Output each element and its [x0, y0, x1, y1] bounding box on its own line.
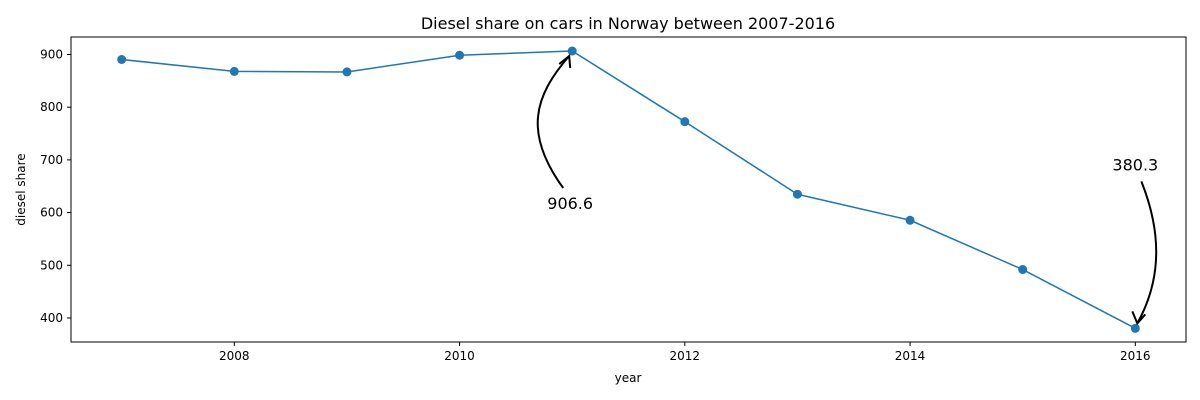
data-point-2015 [1018, 265, 1028, 275]
data-point-2007 [117, 55, 127, 65]
x-axis-label: year [615, 371, 642, 385]
x-tick-label: 2012 [670, 349, 701, 363]
y-tick-label: 400 [40, 311, 63, 325]
annotation-label: 380.3 [1112, 155, 1158, 174]
x-tick-label: 2016 [1120, 349, 1151, 363]
chart-title: Diesel share on cars in Norway between 2… [421, 14, 835, 33]
annotation-arrow-head [558, 54, 572, 69]
x-axis: 2008 2010 2012 2014 2016 [219, 342, 1151, 363]
x-tick-label: 2008 [219, 349, 250, 363]
data-point-2009 [342, 67, 352, 77]
y-tick-label: 700 [40, 153, 63, 167]
data-point-2016 [1130, 323, 1140, 333]
annotation-arrow [1136, 180, 1158, 324]
data-point-2008 [229, 66, 239, 76]
y-tick-label: 800 [40, 100, 63, 114]
y-axis-label: diesel share [14, 153, 28, 225]
plot-area-frame [70, 36, 1187, 343]
series-line [121, 50, 1136, 330]
x-tick-label: 2014 [895, 349, 926, 363]
series-layer [117, 46, 1140, 333]
y-axis: 400 500 600 700 800 900 [40, 47, 71, 325]
x-tick-label: 2010 [444, 349, 475, 363]
annotation-arrow-head [1131, 310, 1147, 326]
y-tick-label: 900 [40, 47, 63, 61]
y-tick-label: 600 [40, 206, 63, 220]
data-point-2012 [680, 117, 690, 127]
data-point-2011 [567, 46, 577, 56]
data-point-2010 [455, 50, 465, 60]
annotation-layer: 906.6 380.3 [536, 54, 1158, 326]
data-point-2013 [792, 189, 802, 199]
annotation-label: 906.6 [547, 194, 593, 213]
data-point-2014 [905, 215, 915, 225]
annotation-arrow [536, 55, 570, 189]
y-tick-label: 500 [40, 258, 63, 272]
